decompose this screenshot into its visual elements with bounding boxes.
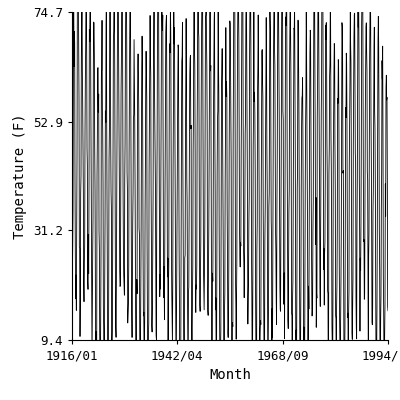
Y-axis label: Temperature (F): Temperature (F) (14, 113, 28, 239)
X-axis label: Month: Month (209, 368, 251, 382)
